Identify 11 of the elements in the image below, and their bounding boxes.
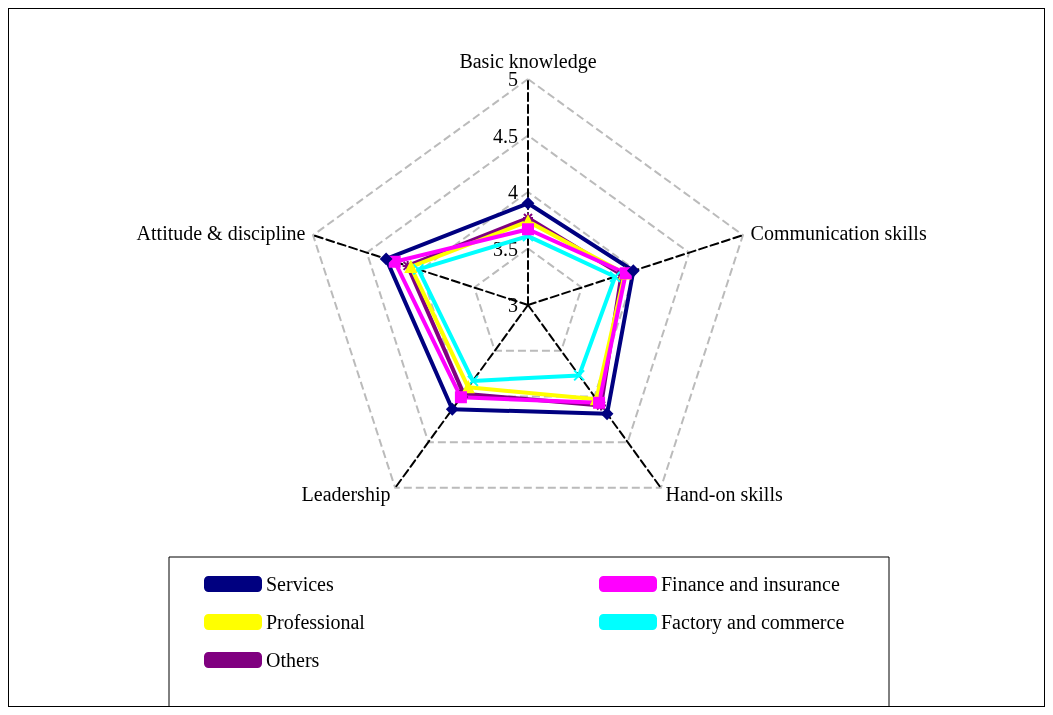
spoke-label: Communication skills	[750, 221, 927, 244]
legend-label: Others	[266, 649, 320, 671]
legend-label: Finance and insurance	[661, 573, 840, 595]
legend-label: Services	[266, 573, 334, 595]
spoke-label: Leadership	[301, 483, 391, 507]
spoke-label: Hand-on skills	[665, 483, 783, 506]
y-tick-label: 4	[508, 181, 518, 203]
spoke-label: Attitude & discipline	[136, 221, 306, 245]
legend-label: Professional	[266, 611, 366, 633]
y-tick-label: 4.5	[493, 124, 518, 147]
legend-label: Factory and commerce	[661, 611, 845, 634]
